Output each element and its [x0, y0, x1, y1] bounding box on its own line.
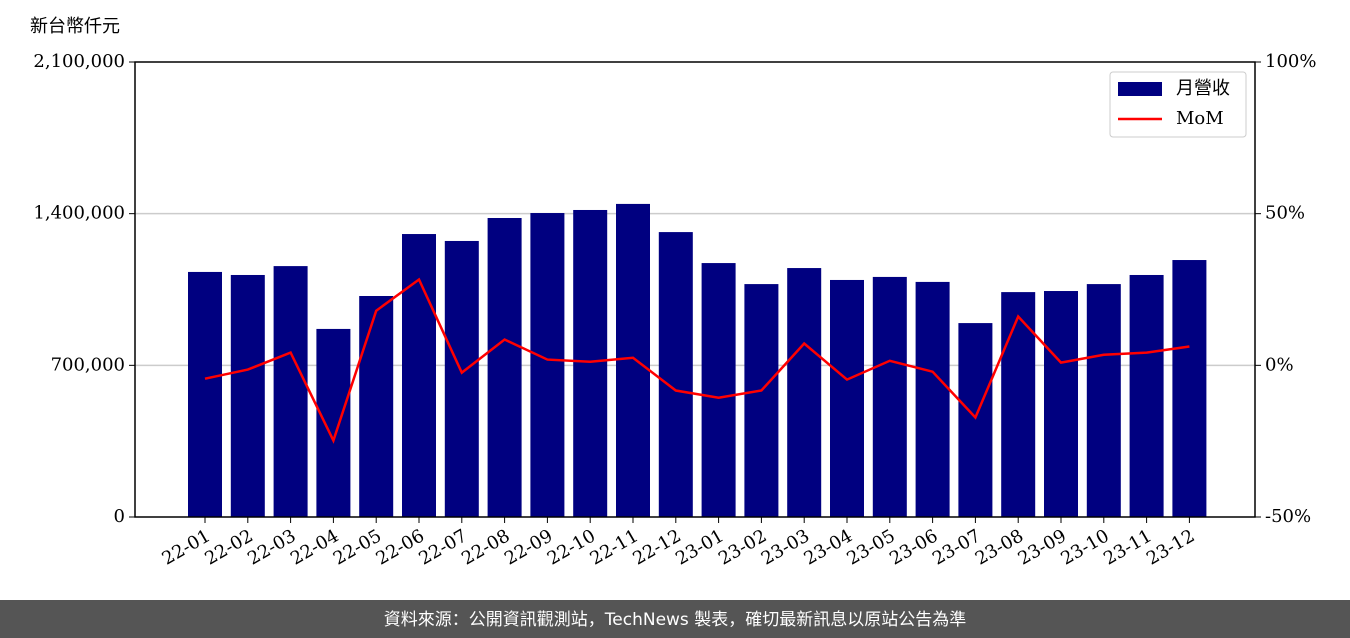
x-tick-label: 23-05 [843, 525, 898, 569]
x-tick-label: 22-02 [201, 525, 256, 569]
bar [1172, 260, 1207, 517]
bar [444, 240, 479, 517]
y2-tick-label: 0% [1265, 354, 1294, 375]
bar [188, 271, 222, 517]
x-tick-label: 22-09 [501, 525, 556, 569]
x-tick-label: 23-09 [1015, 525, 1070, 569]
footer: 資料來源：公開資訊觀測站，TechNews 製表，確切最新訊息以原站公告為準 [384, 610, 966, 630]
y-tick-label: 0 [114, 506, 125, 527]
legend-label: MoM [1176, 108, 1224, 129]
bar [830, 279, 864, 517]
plot-frame [134, 61, 1256, 518]
bar [1129, 274, 1164, 517]
y-tick-label: 2,100,000 [33, 51, 125, 72]
legend-swatch [1118, 82, 1162, 96]
x-tick-label: 22-03 [244, 525, 299, 569]
bar [530, 213, 565, 517]
bar [744, 284, 779, 517]
x-tick-label: 23-08 [972, 525, 1027, 569]
y2-tick-label: -50% [1265, 506, 1311, 527]
x-tick-label: 22-10 [544, 525, 599, 569]
x-tick-label: 22-07 [415, 525, 470, 569]
x-tick-label: 22-11 [587, 525, 642, 569]
x-tick-label: 22-04 [287, 525, 342, 569]
bar [958, 323, 993, 517]
x-tick-label: 23-07 [929, 525, 984, 569]
bar [872, 276, 907, 517]
bar [1001, 292, 1036, 517]
bar [359, 296, 394, 517]
bar [230, 274, 265, 517]
x-tick-label: 22-01 [159, 525, 214, 569]
bar [1086, 284, 1121, 517]
x-tick-label: 22-08 [458, 525, 513, 569]
bar [402, 234, 436, 518]
bar [616, 203, 650, 517]
x-tick-label: 23-04 [801, 525, 856, 569]
bar [915, 281, 950, 517]
bar [787, 268, 822, 517]
y2-tick-label: 50% [1265, 203, 1305, 224]
x-tick-label: 23-10 [1057, 525, 1112, 569]
x-tick-label: 23-11 [1100, 525, 1155, 569]
y-tick-label: 1,400,000 [33, 203, 125, 224]
y2-tick-label: 100% [1265, 51, 1316, 72]
bar [316, 328, 351, 517]
bar [1044, 291, 1078, 517]
bar [487, 218, 522, 517]
y-axis-label: 新台幣仟元 [30, 16, 120, 37]
x-tick-label: 22-05 [330, 525, 385, 569]
x-tick-label: 23-01 [672, 525, 727, 569]
x-tick-label: 22-12 [629, 525, 684, 569]
x-tick-label: 22-06 [373, 525, 428, 569]
bar [273, 266, 308, 517]
y-tick-label: 700,000 [51, 354, 125, 375]
legend-label: 月營收 [1176, 78, 1230, 99]
footer-bar [0, 600, 1350, 638]
x-tick-label: 23-12 [1143, 525, 1198, 569]
bar [658, 232, 693, 518]
x-tick-label: 23-03 [758, 525, 813, 569]
x-tick-label: 23-06 [886, 525, 941, 569]
line [204, 277, 1190, 444]
x-tick-label: 23-02 [715, 525, 770, 569]
bar [701, 263, 736, 517]
bar [573, 209, 608, 517]
